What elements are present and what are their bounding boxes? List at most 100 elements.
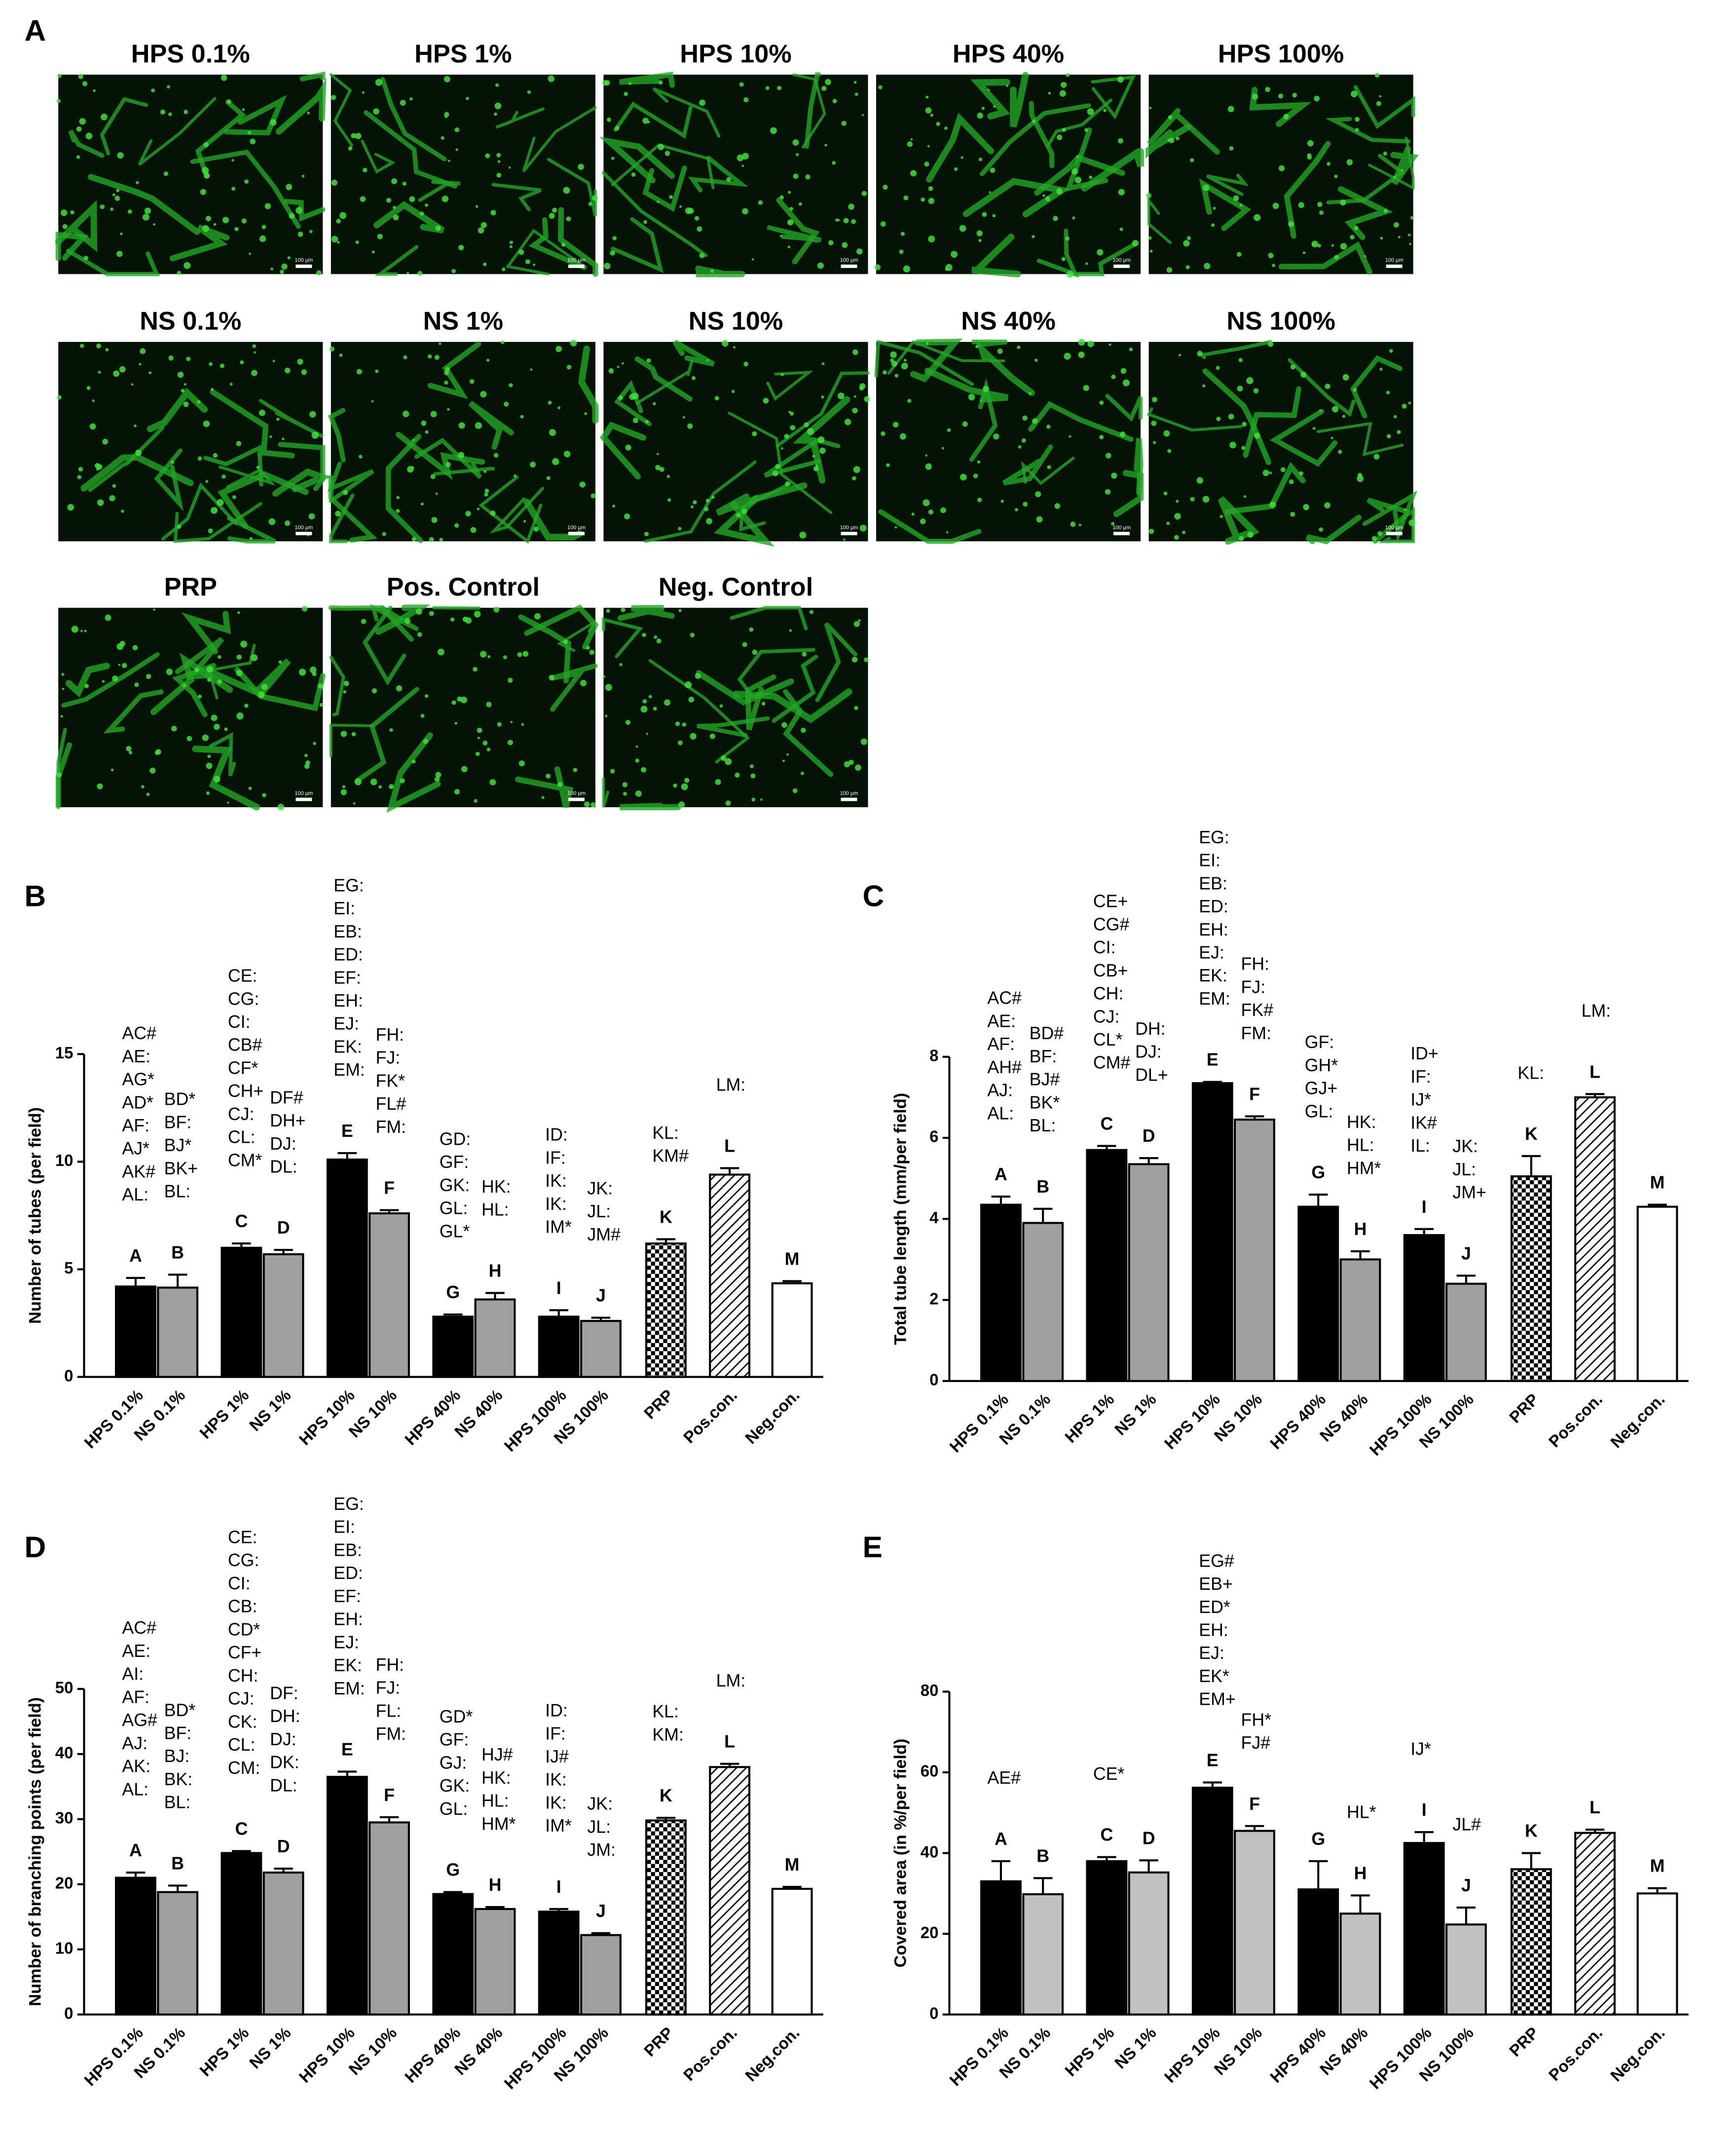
cell bbox=[1066, 73, 1070, 77]
x-tick-label: HPS 0.1% bbox=[946, 1390, 1012, 1456]
bar-letter: L bbox=[1589, 1062, 1600, 1082]
cell bbox=[480, 651, 487, 658]
cell bbox=[1280, 467, 1286, 472]
significance-note: AL: bbox=[987, 1103, 1014, 1123]
significance-note: CF* bbox=[228, 1058, 259, 1078]
cell bbox=[486, 748, 491, 751]
cell-network bbox=[68, 129, 105, 158]
cell-network bbox=[652, 87, 721, 138]
cell-network bbox=[772, 654, 818, 723]
cell bbox=[1268, 253, 1274, 259]
cell bbox=[658, 144, 665, 150]
cell bbox=[715, 779, 721, 785]
cell bbox=[466, 97, 469, 100]
cell-network bbox=[602, 778, 610, 808]
cell bbox=[102, 680, 105, 683]
cell bbox=[735, 772, 740, 778]
cell bbox=[121, 663, 127, 668]
y-tick-label: 0 bbox=[64, 2004, 73, 2022]
significance-note: DH: bbox=[270, 1706, 300, 1726]
significance-note: HL: bbox=[481, 1200, 509, 1220]
significance-note: GJ+ bbox=[1305, 1079, 1338, 1098]
cell bbox=[142, 214, 149, 221]
cell bbox=[168, 355, 174, 361]
cell bbox=[1374, 73, 1380, 78]
bar-letter: A bbox=[129, 1840, 142, 1860]
error-bar bbox=[991, 1860, 1011, 1881]
cell bbox=[1303, 504, 1309, 511]
error-bar bbox=[782, 1280, 802, 1283]
significance-note: IK: bbox=[545, 1171, 567, 1191]
cell bbox=[351, 133, 356, 139]
cell bbox=[780, 235, 782, 237]
cell bbox=[1015, 508, 1018, 512]
cell bbox=[207, 666, 214, 673]
cell-network bbox=[1199, 178, 1252, 231]
cell bbox=[641, 767, 647, 773]
micrograph: 100 µm bbox=[57, 341, 332, 544]
cell bbox=[606, 117, 611, 122]
scale-bar-label: 100 µm bbox=[295, 790, 313, 796]
scale-bar bbox=[1386, 531, 1403, 535]
x-tick-label: Neg.con. bbox=[1607, 1390, 1668, 1452]
bar-letter: G bbox=[1311, 1829, 1325, 1849]
bar bbox=[474, 1298, 516, 1378]
cell bbox=[1283, 113, 1289, 120]
cell bbox=[181, 389, 185, 393]
cell bbox=[282, 437, 285, 441]
significance-note: GK: bbox=[440, 1175, 470, 1195]
cell bbox=[719, 704, 723, 708]
cell bbox=[1065, 236, 1070, 241]
cell bbox=[591, 802, 596, 808]
cell bbox=[78, 74, 83, 79]
cell bbox=[925, 463, 932, 470]
cell bbox=[1319, 210, 1324, 215]
error-bar bbox=[126, 1871, 146, 1878]
cell bbox=[1047, 465, 1051, 469]
cell bbox=[424, 694, 429, 698]
cell-network bbox=[1145, 123, 1192, 159]
significance-note: EG: bbox=[333, 875, 364, 895]
cell bbox=[563, 187, 570, 194]
bar bbox=[157, 1286, 199, 1378]
x-tick-label: HPS 1% bbox=[1061, 1390, 1117, 1446]
cell bbox=[549, 675, 554, 681]
cell bbox=[297, 231, 303, 237]
y-tick-label: 40 bbox=[921, 1842, 939, 1861]
cell bbox=[648, 695, 652, 699]
cell bbox=[981, 107, 985, 110]
cell bbox=[382, 532, 386, 536]
cell bbox=[802, 652, 807, 657]
cell bbox=[458, 422, 465, 429]
cell bbox=[658, 80, 663, 85]
cell bbox=[1099, 435, 1104, 440]
cell bbox=[666, 475, 670, 478]
error-bar bbox=[443, 1313, 463, 1317]
cell bbox=[946, 531, 949, 534]
cell bbox=[880, 221, 886, 227]
cell bbox=[78, 467, 83, 472]
significance-note: AE: bbox=[122, 1047, 150, 1066]
cell bbox=[102, 439, 109, 445]
cell bbox=[389, 784, 394, 789]
cell bbox=[478, 227, 484, 234]
significance-note: FH* bbox=[1241, 1710, 1272, 1729]
bar bbox=[157, 1891, 199, 2016]
image-title: PRP bbox=[164, 573, 217, 601]
error-bar bbox=[1456, 1906, 1476, 1925]
cell-network bbox=[1029, 101, 1055, 169]
significance-note: EK: bbox=[1199, 966, 1227, 985]
significance-note: BJ* bbox=[164, 1135, 192, 1155]
cell bbox=[928, 509, 933, 515]
cell bbox=[1071, 168, 1078, 175]
cell-network bbox=[373, 201, 445, 234]
significance-note: KM: bbox=[652, 1725, 684, 1744]
cell bbox=[480, 222, 487, 228]
significance-note: CL* bbox=[1093, 1030, 1123, 1050]
significance-note: DH+ bbox=[270, 1111, 305, 1130]
significance-note: JK: bbox=[1452, 1136, 1478, 1156]
cell bbox=[450, 617, 455, 622]
cell bbox=[1216, 416, 1221, 421]
cell bbox=[890, 351, 897, 358]
cell bbox=[1036, 516, 1043, 523]
